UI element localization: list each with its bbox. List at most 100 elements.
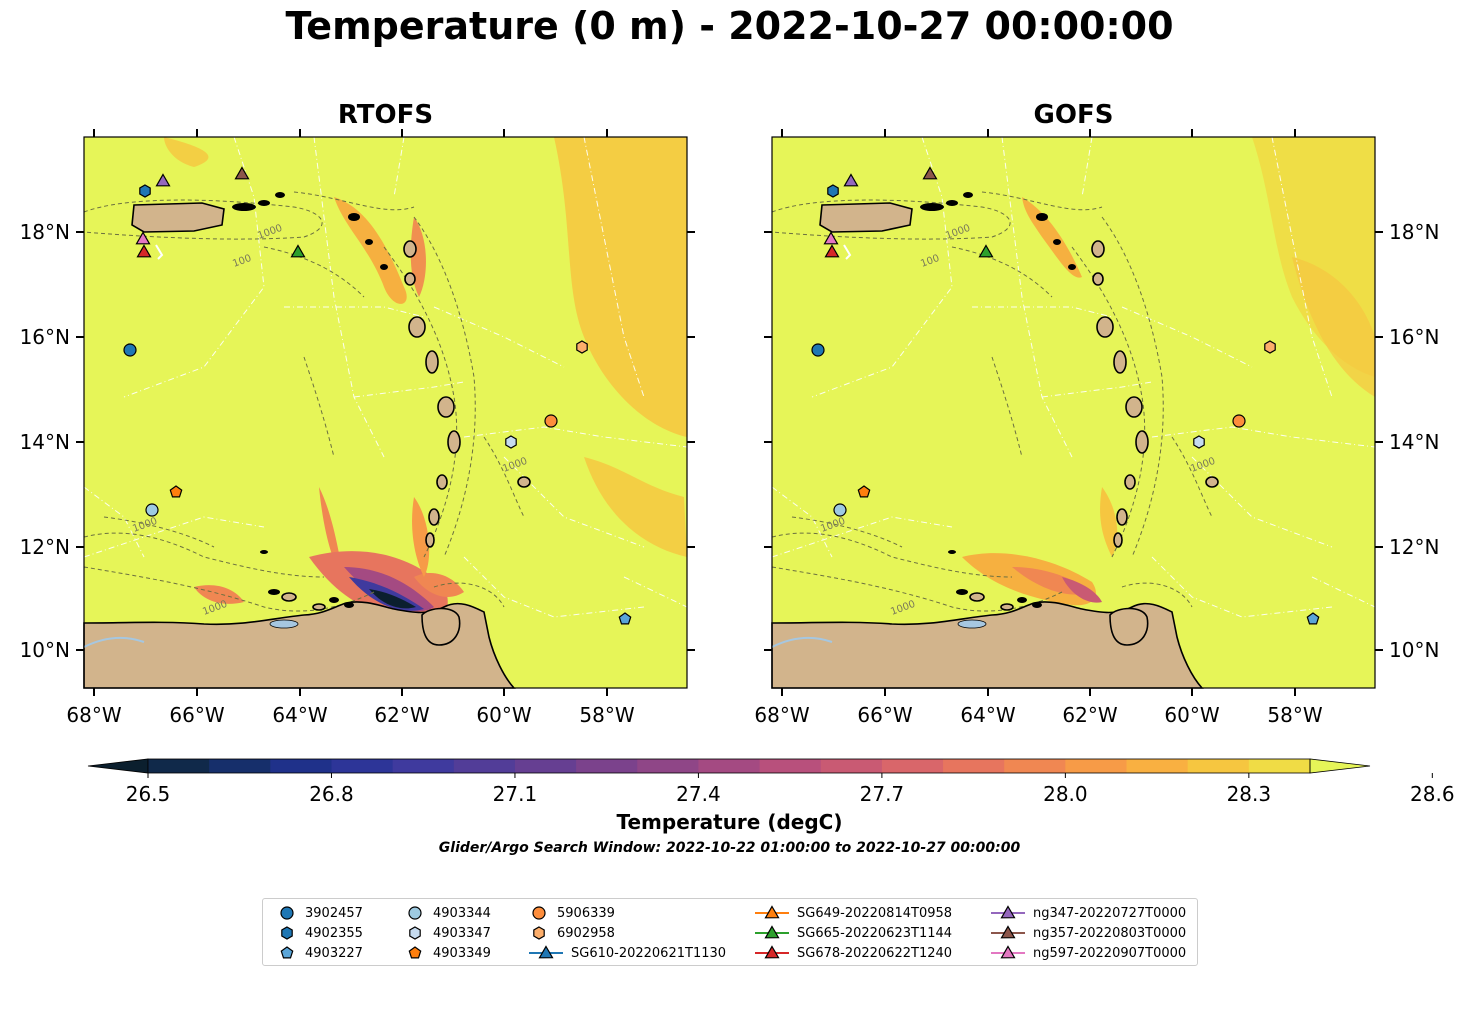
marker-3902457 bbox=[123, 343, 137, 357]
legend-symbol bbox=[1000, 945, 1016, 959]
x-tick-label: 60°W bbox=[1164, 703, 1219, 727]
colorbar-tick-label: 26.8 bbox=[309, 782, 354, 806]
colorbar-tick-label: 27.4 bbox=[676, 782, 721, 806]
legend-item: 4903344 bbox=[405, 903, 491, 923]
legend-symbol bbox=[764, 925, 780, 939]
marker-4903227 bbox=[618, 612, 632, 625]
island bbox=[1092, 272, 1104, 286]
marker-ng357-20220803T0000 bbox=[922, 166, 938, 180]
legend-label: 4903227 bbox=[305, 945, 363, 961]
colorbar-band bbox=[392, 759, 455, 773]
legend-label: 4903349 bbox=[433, 945, 491, 961]
x-tick-label: 68°W bbox=[754, 703, 809, 727]
y-tick-label: 14°N bbox=[1389, 430, 1439, 454]
y-tick-label: 18°N bbox=[20, 220, 70, 244]
legend-item: 4903227 bbox=[277, 943, 363, 963]
colorbar-band bbox=[1248, 759, 1311, 773]
axis-ticks bbox=[764, 129, 1383, 696]
colorbar bbox=[87, 758, 1433, 778]
legend-label: SG649-20220814T0958 bbox=[797, 905, 953, 921]
legend-label: 5906339 bbox=[557, 905, 615, 921]
island bbox=[437, 396, 455, 418]
marker-4903349 bbox=[857, 485, 871, 498]
legend-item: 4903349 bbox=[405, 943, 491, 963]
marker-SG678-20220622T1240 bbox=[136, 244, 152, 258]
x-tick-label: 62°W bbox=[374, 703, 429, 727]
x-tick-label: 60°W bbox=[476, 703, 531, 727]
marker-SG665-20220623T1144 bbox=[290, 244, 306, 258]
marker-4903349 bbox=[169, 485, 183, 498]
x-tick-label: 64°W bbox=[960, 703, 1015, 727]
y-tick-label: 14°N bbox=[20, 430, 70, 454]
legend-symbol bbox=[408, 906, 422, 920]
colorbar-tick-label: 26.5 bbox=[125, 782, 171, 806]
temperature-field bbox=[962, 137, 1375, 606]
venezuela-land bbox=[83, 601, 516, 689]
legend-label: 4903347 bbox=[433, 925, 491, 941]
legend-label: ng347-20220727T0000 bbox=[1033, 905, 1187, 921]
legend-label: SG610-20220621T1130 bbox=[571, 945, 727, 961]
legend-circle-icon bbox=[532, 906, 546, 920]
colorbar-band bbox=[1187, 759, 1250, 773]
legend-item: 6902958 bbox=[529, 923, 615, 943]
legend-item: SG678-20220622T1240 bbox=[755, 943, 952, 963]
island bbox=[436, 474, 448, 490]
legend-item: 4903347 bbox=[405, 923, 491, 943]
legend-label: 4903344 bbox=[433, 905, 491, 921]
y-tick-label: 10°N bbox=[1389, 638, 1439, 662]
colorbar-band bbox=[943, 759, 1005, 773]
marker-4902355 bbox=[139, 184, 151, 198]
x-tick-label: 62°W bbox=[1062, 703, 1117, 727]
marker-4903344 bbox=[833, 503, 847, 517]
island bbox=[1135, 430, 1149, 454]
colorbar-tick-label: 28.6 bbox=[1410, 782, 1455, 806]
colorbar-band bbox=[759, 759, 822, 773]
marker-4903347 bbox=[505, 435, 517, 449]
colorbar-band bbox=[453, 759, 516, 773]
colorbar-band bbox=[637, 759, 699, 773]
colorbar-band bbox=[1004, 759, 1066, 773]
colorbar-band bbox=[514, 759, 577, 773]
legend-pentagon-icon bbox=[280, 946, 294, 959]
marker-3902457 bbox=[811, 343, 825, 357]
legend-line-triangle-icon bbox=[991, 945, 1025, 959]
legend-label: ng597-20220907T0000 bbox=[1033, 945, 1187, 961]
island bbox=[403, 240, 417, 258]
legend: 3902457 4902355 4903227 4903344 4903347 49033… bbox=[262, 898, 1198, 966]
legend-line-triangle-icon bbox=[529, 945, 563, 959]
island bbox=[1125, 396, 1143, 418]
marker-5906339 bbox=[1232, 414, 1246, 428]
colorbar-band bbox=[331, 759, 394, 773]
legend-label: SG678-20220622T1240 bbox=[797, 945, 953, 961]
colorbar-extend-high bbox=[1309, 758, 1371, 774]
legend-line-triangle-icon bbox=[991, 925, 1025, 939]
legend-symbol bbox=[281, 926, 293, 940]
x-tick-label: 66°W bbox=[857, 703, 912, 727]
venezuela-land bbox=[771, 601, 1204, 689]
legend-symbol bbox=[408, 946, 422, 959]
marker-4902355 bbox=[827, 184, 839, 198]
search-window-caption: Glider/Argo Search Window: 2022-10-22 01… bbox=[438, 840, 1021, 856]
marker-SG678-20220622T1240 bbox=[824, 244, 840, 258]
legend-item: 3902457 bbox=[277, 903, 363, 923]
x-tick-label: 58°W bbox=[579, 703, 634, 727]
temperature-field bbox=[164, 137, 687, 662]
colorbar-band bbox=[576, 759, 638, 773]
landmass bbox=[771, 202, 1219, 689]
legend-symbol bbox=[280, 946, 294, 959]
inland-water bbox=[269, 619, 299, 629]
legend-circle-icon bbox=[408, 906, 422, 920]
colorbar-label: Temperature (degC) bbox=[616, 810, 843, 834]
legend-circle-icon bbox=[280, 906, 294, 920]
marker-6902958 bbox=[1264, 340, 1276, 354]
figure-title: Temperature (0 m) - 2022-10-27 00:00:00 bbox=[285, 4, 1174, 48]
puerto-rico-land bbox=[131, 202, 225, 233]
island bbox=[969, 592, 985, 602]
y-tick-label: 12°N bbox=[20, 535, 70, 559]
marker-ng597-20220907T0000 bbox=[823, 231, 839, 245]
panel-title-rtofs: RTOFS bbox=[337, 100, 434, 130]
legend-symbol bbox=[280, 906, 294, 920]
legend-label: SG665-20220623T1144 bbox=[797, 925, 953, 941]
legend-symbol bbox=[533, 926, 545, 940]
